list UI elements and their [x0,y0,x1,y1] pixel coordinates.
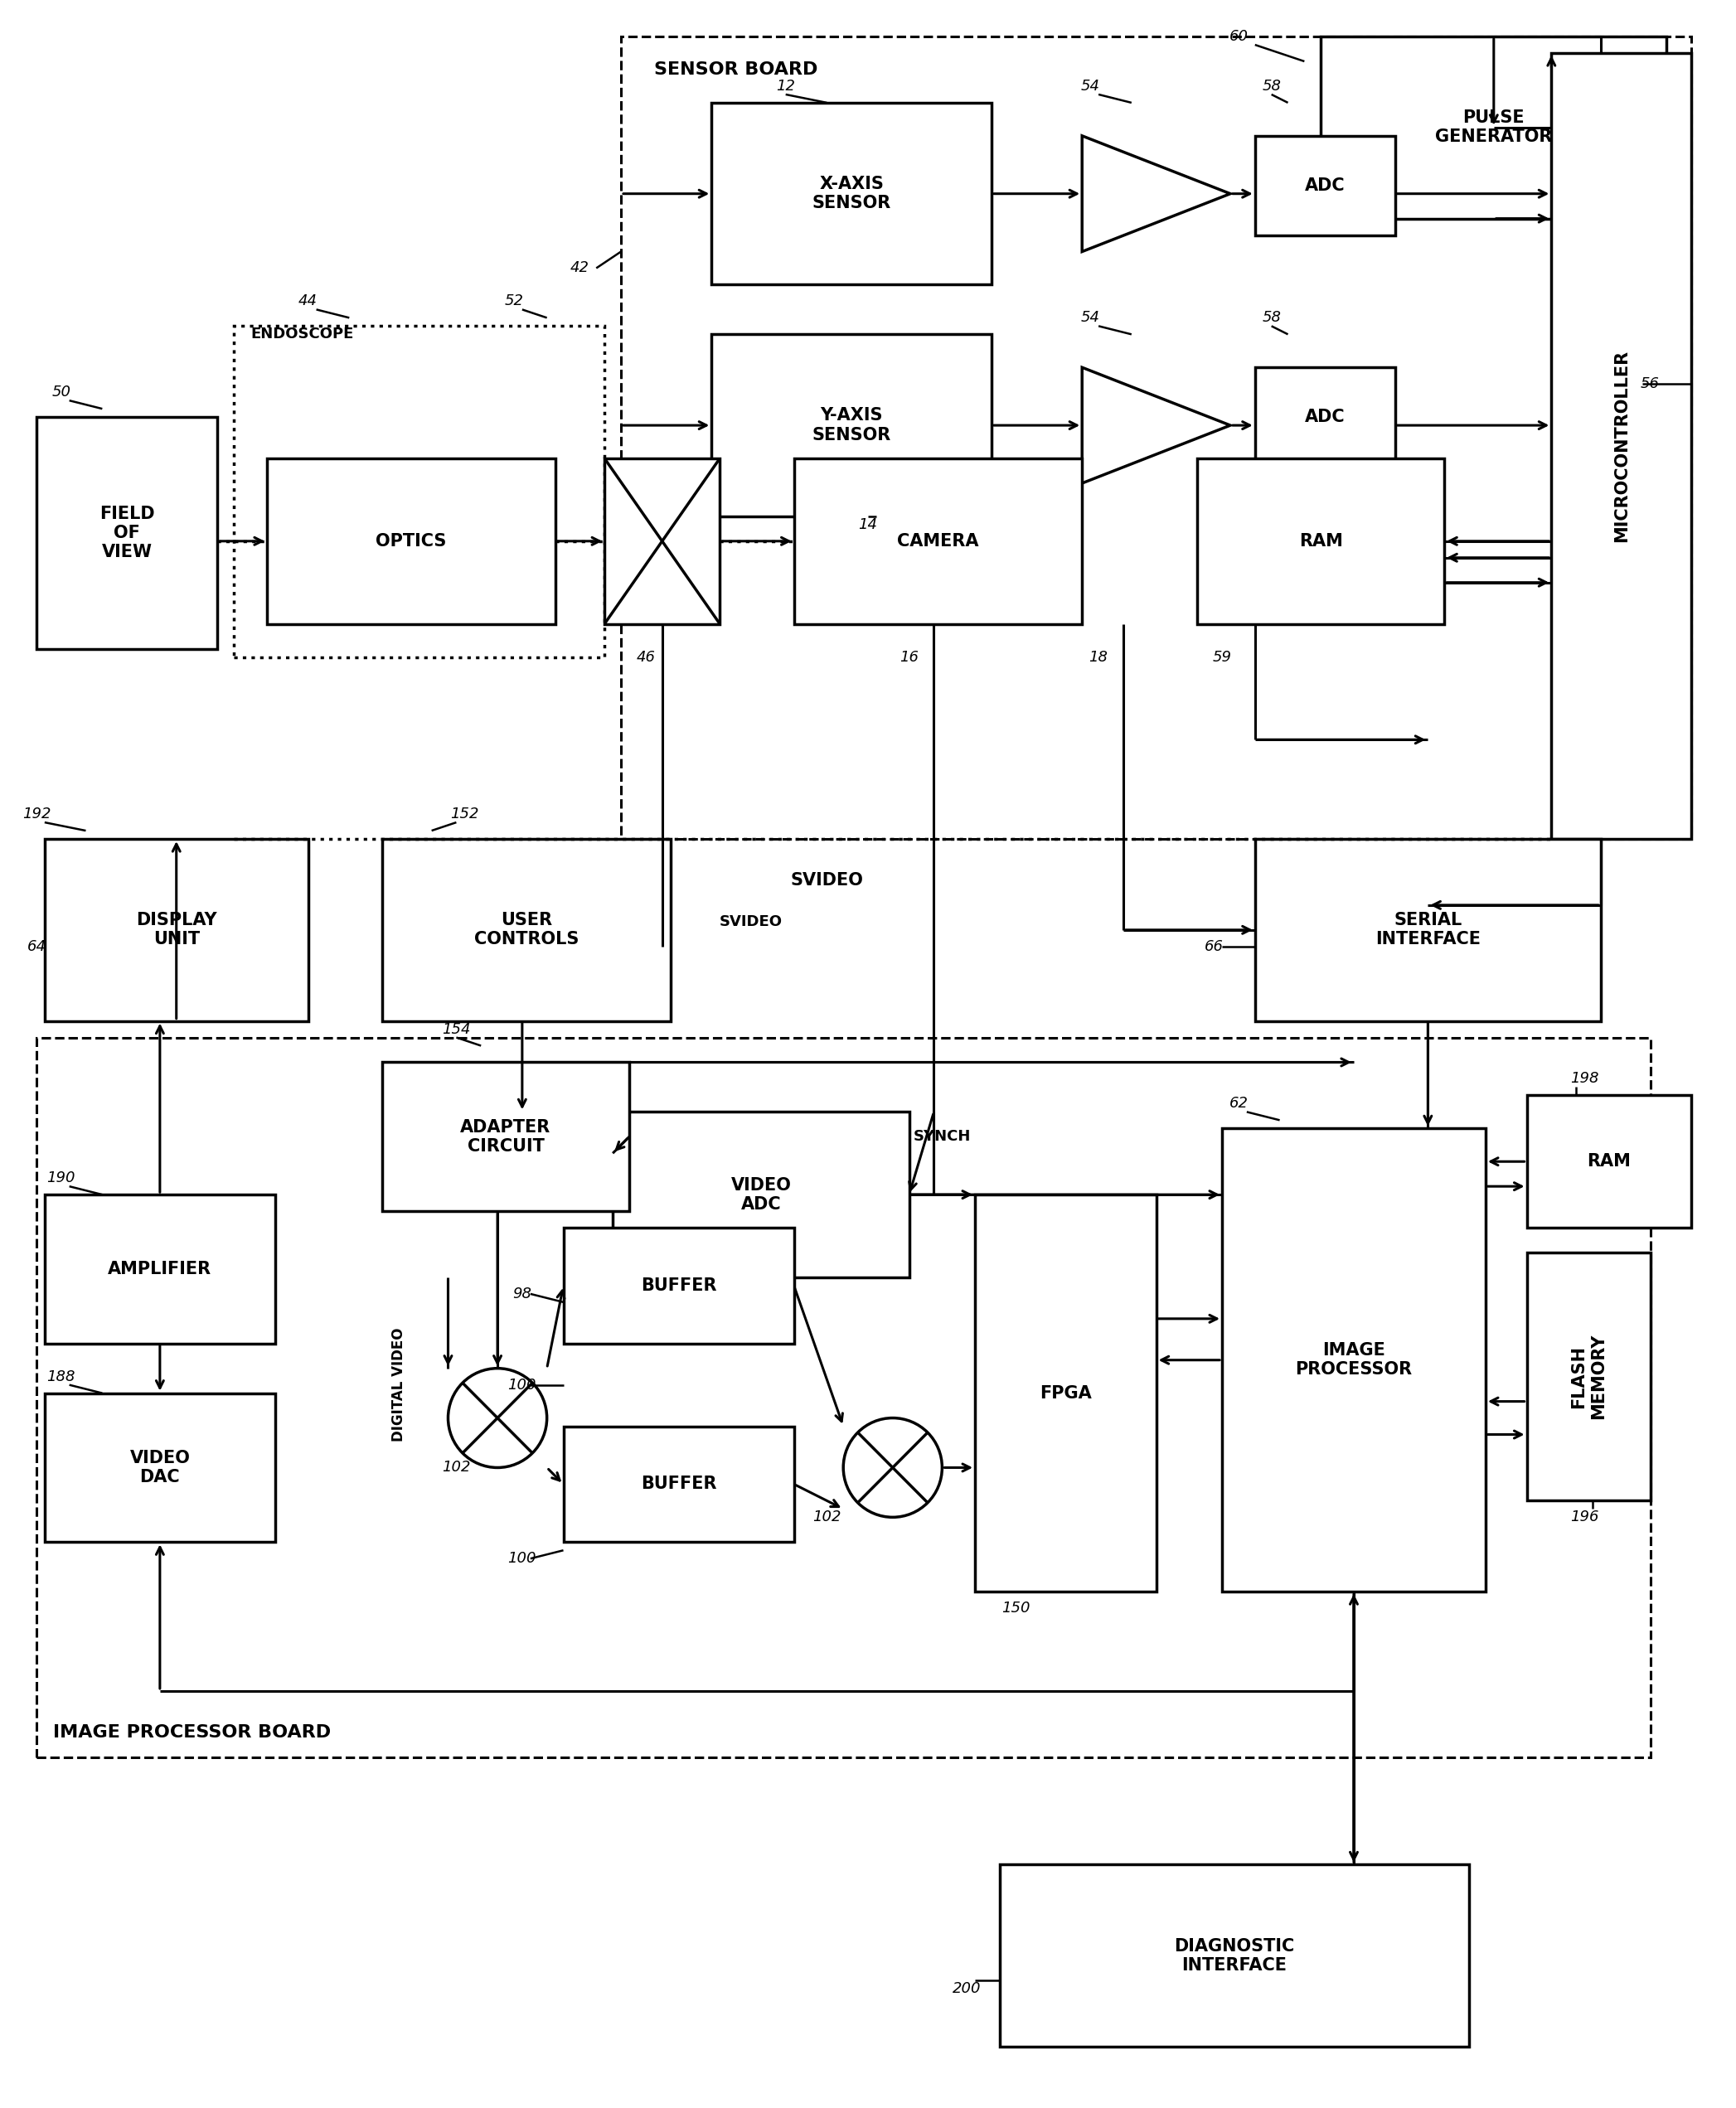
Text: 54: 54 [1082,310,1101,325]
Text: FLASH
MEMORY: FLASH MEMORY [1571,1334,1606,1419]
Text: 100: 100 [509,1551,536,1566]
Text: SVIDEO: SVIDEO [790,873,863,890]
Text: VIDEO
DAC: VIDEO DAC [130,1450,191,1486]
Text: DIGITAL VIDEO: DIGITAL VIDEO [391,1328,406,1442]
Text: 58: 58 [1262,78,1281,93]
Bar [382,839,670,1020]
Bar [564,1227,793,1343]
Text: BUFFER: BUFFER [641,1476,717,1492]
Text: 188: 188 [47,1370,75,1385]
Bar [793,457,1082,624]
Text: DISPLAY
UNIT: DISPLAY UNIT [135,913,217,949]
Text: IMAGE
PROCESSOR: IMAGE PROCESSOR [1295,1343,1413,1379]
Text: DIAGNOSTIC
INTERFACE: DIAGNOSTIC INTERFACE [1174,1937,1295,1973]
Text: X-AXIS
SENSOR: X-AXIS SENSOR [812,175,891,211]
Text: 64: 64 [26,938,45,955]
Text: 59: 59 [1212,649,1231,664]
Bar [267,457,556,624]
Text: 42: 42 [571,261,589,276]
Text: MICROCONTROLLER: MICROCONTROLLER [1613,350,1630,542]
Text: RAM: RAM [1299,533,1342,550]
Text: 16: 16 [899,649,918,664]
Bar [1552,53,1691,839]
Bar [1255,135,1396,236]
Text: 60: 60 [1229,30,1248,44]
Text: OPTICS: OPTICS [375,533,446,550]
Text: 150: 150 [1002,1600,1031,1615]
Text: ENDOSCOPE: ENDOSCOPE [250,327,354,341]
Text: SYNCH: SYNCH [913,1130,970,1145]
Text: 62: 62 [1229,1096,1248,1111]
Text: BUFFER: BUFFER [641,1277,717,1294]
Text: 44: 44 [299,293,318,308]
Bar [613,1111,910,1277]
Text: Y-AXIS
SENSOR: Y-AXIS SENSOR [812,407,891,443]
Text: SERIAL
INTERFACE: SERIAL INTERFACE [1375,913,1481,949]
Text: SENSOR BOARD: SENSOR BOARD [654,61,818,78]
Bar [45,839,307,1020]
Text: FIELD
OF
VIEW: FIELD OF VIEW [99,506,155,561]
Text: ADAPTER
CIRCUIT: ADAPTER CIRCUIT [460,1119,550,1155]
Text: 100: 100 [509,1377,536,1393]
Text: IMAGE PROCESSOR BOARD: IMAGE PROCESSOR BOARD [52,1724,330,1741]
Text: 198: 198 [1569,1071,1599,1086]
Text: 102: 102 [812,1509,842,1524]
Bar [36,1037,1651,1758]
Text: 196: 196 [1569,1509,1599,1524]
Bar [1526,1096,1691,1227]
Text: 66: 66 [1205,938,1224,955]
Text: 200: 200 [953,1982,981,1996]
Text: CAMERA: CAMERA [898,533,979,550]
Bar [382,1062,628,1212]
Bar [621,36,1691,839]
Bar [1255,367,1396,466]
Text: SVIDEO: SVIDEO [720,915,783,930]
Text: FPGA: FPGA [1040,1385,1092,1402]
Bar [564,1427,793,1543]
Text: 12: 12 [776,78,795,93]
Text: VIDEO
ADC: VIDEO ADC [731,1176,792,1212]
Text: 190: 190 [47,1170,75,1185]
Text: 14: 14 [859,516,877,531]
Text: 46: 46 [635,649,654,664]
Text: 154: 154 [443,1022,470,1037]
Text: 152: 152 [450,807,479,822]
Bar [712,103,991,285]
Bar [36,417,217,649]
Bar [976,1195,1156,1592]
Text: 102: 102 [443,1461,470,1476]
Text: 50: 50 [52,386,71,401]
Text: AMPLIFIER: AMPLIFIER [108,1261,212,1277]
Text: 54: 54 [1082,78,1101,93]
Bar [1198,457,1444,624]
Bar [604,457,720,624]
Bar [1255,839,1601,1020]
Bar [234,327,604,658]
Text: 52: 52 [505,293,524,308]
Bar [712,335,991,516]
Text: USER
CONTROLS: USER CONTROLS [474,913,578,949]
Text: 98: 98 [512,1286,531,1301]
Bar [1526,1252,1651,1501]
Bar [1000,1866,1469,2047]
Text: ADC: ADC [1305,409,1345,426]
Text: PULSE
GENERATOR: PULSE GENERATOR [1436,110,1552,145]
Bar [45,1393,276,1543]
Bar [1222,1128,1486,1592]
Text: RAM: RAM [1587,1153,1630,1170]
Text: 192: 192 [23,807,50,822]
Text: 56: 56 [1641,377,1660,392]
Text: 58: 58 [1262,310,1281,325]
Bar [45,1195,276,1343]
Bar [1321,36,1667,219]
Text: 18: 18 [1088,649,1108,664]
Text: ADC: ADC [1305,177,1345,194]
